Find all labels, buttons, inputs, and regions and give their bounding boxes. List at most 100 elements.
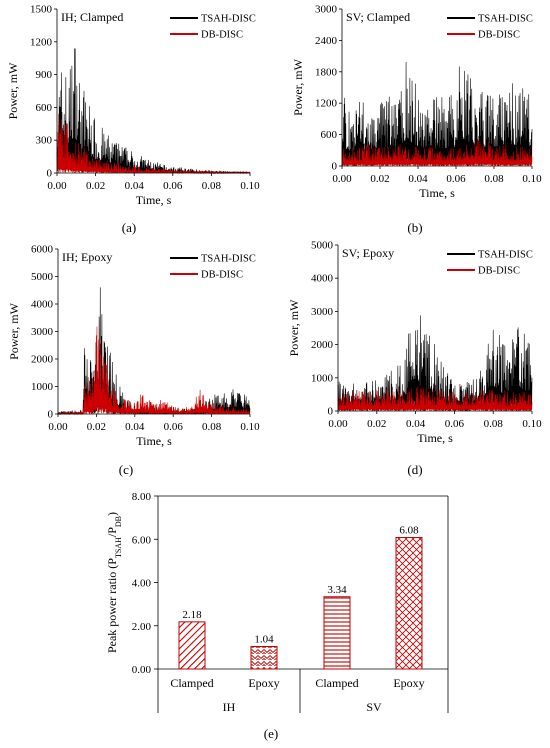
panel-d: 0 1000 2000 3000 4000 5000 0.00 0.02 0.04 0.06 0.0…: [287, 240, 542, 478]
series-line-tsah-disc: [337, 315, 533, 411]
x-tick-label: 0.04: [125, 180, 145, 192]
x-tick-label: 0.00: [332, 173, 352, 185]
category-label: Clamped: [315, 676, 358, 690]
panel-b: 0 600 1200 1800 2400 3000 0.00 0.02 0.04 0.06 0.08…: [291, 4, 542, 236]
x-tick-label: 0.10: [240, 180, 260, 192]
y-tick-label: 1000: [31, 381, 54, 393]
x-tick-label: 0.08: [484, 173, 504, 185]
y-axis-label: Power, mW: [291, 58, 305, 116]
panel-label: (b): [407, 220, 422, 235]
legend-entry: TSAH-DISC: [478, 250, 533, 261]
panel-e: 0.00 2.00 4.00 6.00 8.00 2.18 1.04 3.34 6.08 Clam…: [105, 491, 449, 741]
y-tick-label: 3000: [315, 4, 338, 16]
panel-title: IH; Clamped: [61, 10, 123, 24]
y-tick-label: 2.00: [132, 621, 152, 633]
bar-4: [395, 537, 423, 670]
legend-entry: DB-DISC: [201, 30, 243, 41]
x-tick-label: 0.10: [522, 173, 542, 185]
y-tick-label: 3000: [311, 306, 334, 318]
x-axis-label: Time, s: [136, 434, 172, 448]
panel-a: 0 300 600 900 1200 1500 0.00 0.02 0.04 0.06 0.08 0.…: [6, 4, 260, 236]
x-axis-label: Time, s: [417, 431, 453, 445]
panel-label: (e): [264, 726, 278, 741]
category-label: Epoxy: [393, 676, 424, 690]
x-tick-label: 0.02: [86, 180, 105, 192]
y-tick-label: 1800: [315, 66, 338, 78]
y-axis-label-part: ): [105, 512, 119, 516]
y-tick-label: 4000: [311, 273, 334, 285]
bar-1: [178, 621, 206, 670]
x-tick-label: 0.08: [202, 421, 222, 433]
y-axis-label: Peak power ratio (PTSAH/PDB): [105, 512, 123, 653]
series-line-db-disc: [337, 386, 533, 412]
group-label: IH: [223, 700, 236, 714]
y-tick-label: 0: [47, 168, 53, 180]
y-tick-label: 600: [321, 129, 338, 141]
panel-label: (a): [122, 220, 136, 235]
y-tick-label: 1200: [30, 36, 53, 48]
y-tick-label: 5000: [311, 240, 334, 252]
y-axis-label-part: DB: [114, 516, 123, 527]
x-axis-label: Time, s: [136, 193, 172, 207]
category-label: Clamped: [170, 676, 213, 690]
y-tick-label: 1200: [315, 98, 338, 110]
data-label: 2.18: [182, 609, 202, 621]
y-tick-label: 5000: [31, 271, 54, 283]
y-tick-label: 600: [36, 102, 53, 114]
x-tick-label: 0.06: [163, 180, 183, 192]
y-tick-label: 0.00: [132, 664, 152, 676]
panel-label: (d): [407, 462, 422, 477]
series-line-db-disc: [57, 326, 251, 416]
legend-entry: TSAH-DISC: [201, 14, 256, 25]
category-label: Epoxy: [248, 676, 279, 690]
y-tick-label: 1000: [311, 372, 334, 384]
y-tick-label: 4.00: [132, 578, 152, 590]
x-tick-label: 0.00: [47, 180, 67, 192]
panel-label: (c): [119, 462, 133, 477]
y-axis-label: Power, mW: [7, 302, 21, 360]
x-tick-label: 0.10: [522, 418, 542, 430]
y-tick-label: 0: [332, 161, 338, 173]
y-tick-label: 2000: [31, 354, 54, 366]
x-tick-label: 0.00: [48, 421, 68, 433]
y-tick-label: 1500: [30, 4, 53, 16]
y-axis-label-part: TSAH: [114, 537, 123, 558]
bar-2: [250, 646, 278, 670]
y-tick-label: 0: [328, 406, 334, 418]
x-tick-label: 0.04: [406, 418, 426, 430]
x-tick-label: 0.06: [446, 173, 466, 185]
y-tick-label: 2400: [315, 35, 338, 47]
y-axis-label: Power, mW: [6, 62, 20, 120]
y-tick-label: 8.00: [132, 491, 152, 503]
data-label: 3.34: [327, 584, 347, 596]
x-tick-label: 0.02: [87, 421, 106, 433]
y-tick-label: 6.00: [132, 534, 152, 546]
x-tick-label: 0.08: [202, 180, 222, 192]
x-axis-label: Time, s: [419, 186, 455, 200]
y-axis-label-part: /P: [105, 527, 119, 537]
x-tick-label: 0.02: [367, 418, 386, 430]
y-tick-label: 6000: [31, 244, 54, 256]
legend-entry: DB-DISC: [478, 30, 520, 41]
x-tick-label: 0.04: [125, 421, 145, 433]
y-tick-label: 2000: [311, 339, 334, 351]
series-line-db-disc: [341, 139, 533, 167]
y-tick-label: 900: [36, 69, 53, 81]
legend-entry: DB-DISC: [478, 266, 520, 277]
y-tick-label: 0: [48, 409, 54, 421]
x-tick-label: 0.08: [484, 418, 504, 430]
panel-c: 0 1000 2000 3000 4000 5000 6000 0.00 0.02 0.04 0.0…: [7, 244, 260, 478]
panel-title: SV; Epoxy: [342, 246, 394, 260]
legend-entry: TSAH-DISC: [201, 254, 256, 265]
x-tick-label: 0.02: [370, 173, 389, 185]
legend-entry: TSAH-DISC: [478, 14, 533, 25]
panel-title: SV; Clamped: [346, 10, 410, 24]
legend-entry: DB-DISC: [201, 270, 243, 281]
data-label: 1.04: [254, 634, 274, 646]
x-tick-label: 0.06: [164, 421, 184, 433]
x-tick-label: 0.06: [445, 418, 465, 430]
bar-3: [323, 596, 351, 670]
x-tick-label: 0.00: [328, 418, 348, 430]
data-label: 6.08: [399, 525, 419, 537]
